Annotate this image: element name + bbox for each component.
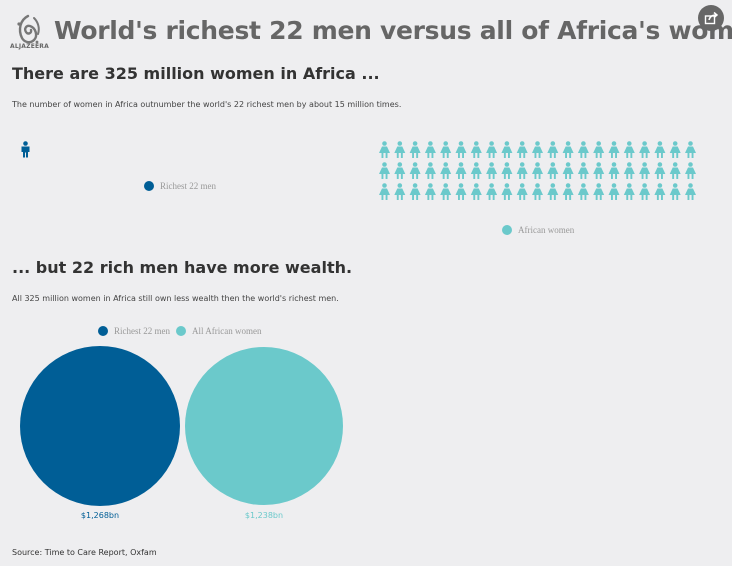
woman-icon [470,162,482,179]
woman-icon [486,183,498,200]
woman-icon [547,162,559,179]
men-wealth-label: $1,268bn [81,511,119,520]
women-legend: African women [502,225,574,235]
woman-icon [532,141,543,158]
woman-icon [593,141,605,158]
woman-icon [409,183,421,200]
woman-icon [440,141,452,158]
woman-icon [562,162,574,179]
woman-icon [685,141,696,158]
wealth-legend-men-dot [98,326,108,336]
woman-icon [639,162,651,179]
women-legend-label: African women [518,225,575,235]
women-wealth-bubble [185,347,343,505]
woman-icon [593,183,605,200]
source-note: Source: Time to Care Report, Oxfam [12,548,157,557]
man-icon [20,141,31,163]
woman-icon [669,162,681,179]
woman-icon [669,183,681,200]
section1-heading: There are 325 million women in Africa ..… [12,64,380,83]
woman-icon [593,162,605,179]
wealth-bubble-chart: $1,268bn $1,238bn [20,346,343,520]
woman-icon [424,162,436,179]
page-title: World's richest 22 men versus all of Afr… [54,16,732,45]
woman-icon [379,183,390,200]
section2-heading: ... but 22 rich men have more wealth. [12,258,353,277]
woman-icon [470,141,482,158]
woman-icon [562,183,574,200]
woman-icon [486,141,498,158]
woman-icon [486,162,498,179]
women-pictogram [379,141,696,200]
woman-icon [547,141,559,158]
woman-icon [639,183,651,200]
woman-icon [577,141,589,158]
aljazeera-logo [17,14,40,44]
woman-icon [516,141,528,158]
woman-icon [654,141,666,158]
woman-icon [501,141,513,158]
wealth-legend-men-label: Richest 22 men [114,326,170,336]
men-legend: Richest 22 men [144,181,216,191]
woman-icon [394,162,406,179]
women-wealth-label: $1,238bn [245,511,283,520]
women-legend-dot [502,225,512,235]
wealth-legend-men: Richest 22 men [98,326,170,336]
woman-icon [455,183,467,200]
woman-icon [424,141,436,158]
men-legend-label: Richest 22 men [160,181,216,191]
woman-icon [455,141,467,158]
woman-icon [501,183,513,200]
woman-icon [379,141,390,158]
woman-icon [669,141,681,158]
share-button[interactable] [698,5,724,31]
share-icon [704,11,718,25]
woman-icon [685,162,696,179]
woman-icon [577,162,589,179]
woman-icon [639,141,651,158]
woman-icon [608,141,620,158]
woman-icon [516,183,528,200]
woman-icon [623,141,635,158]
woman-icon [577,183,589,200]
woman-icon [608,162,620,179]
woman-icon [455,162,467,179]
woman-icon [501,162,513,179]
woman-icon [685,183,696,200]
woman-icon [470,183,482,200]
woman-icon [562,141,574,158]
woman-icon [394,141,406,158]
woman-icon [532,162,543,179]
section2-description: All 325 million women in Africa still ow… [12,294,339,303]
wealth-legend-women-label: All African women [192,326,262,336]
woman-icon [516,162,528,179]
woman-icon [424,183,436,200]
woman-icon [379,162,390,179]
woman-icon [409,141,421,158]
logo-text: ALJAZEERA [10,43,49,50]
woman-icon [440,162,452,179]
wealth-legend-women-dot [176,326,186,336]
woman-icon [608,183,620,200]
woman-icon [547,183,559,200]
woman-icon [654,162,666,179]
woman-icon [409,162,421,179]
woman-icon [532,183,543,200]
men-wealth-bubble [20,346,180,506]
woman-icon [440,183,452,200]
woman-icon [623,183,635,200]
woman-icon [623,162,635,179]
woman-icon [394,183,406,200]
woman-icon [654,183,666,200]
section1-description: The number of women in Africa outnumber … [12,100,402,109]
wealth-legend-women: All African women [176,326,261,336]
men-legend-dot [144,181,154,191]
